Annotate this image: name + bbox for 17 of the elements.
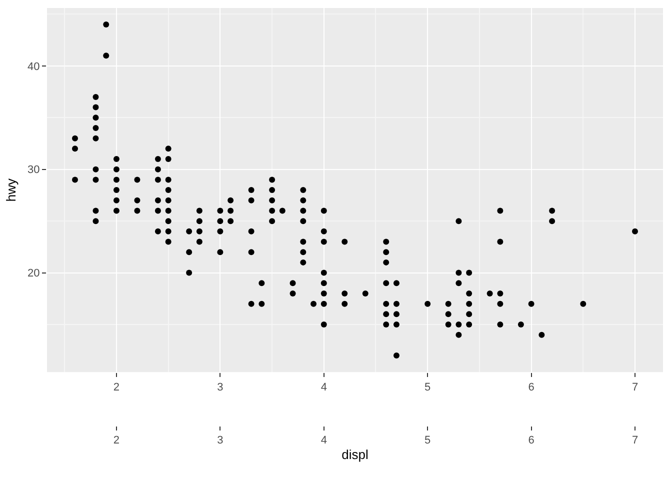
- y-tick-label: 40: [28, 60, 40, 73]
- y-tick-label: 20: [28, 268, 40, 280]
- x-tick-label: 2: [113, 381, 120, 394]
- x2-tick-label: 5: [424, 434, 431, 447]
- x2-tick-label: 3: [217, 434, 224, 447]
- x2-tick-label: 6: [528, 434, 534, 447]
- y-tick-label: 30: [28, 164, 40, 176]
- x-tick-label: 7: [632, 381, 638, 394]
- y-axis-title: hwy: [4, 178, 18, 202]
- x2-tick-label: 2: [113, 434, 120, 447]
- x2-tick-label: 4: [320, 434, 327, 447]
- x-tick-label: 4: [320, 381, 327, 394]
- x2-tick-label: 7: [632, 434, 638, 447]
- x-tick-label: 5: [424, 381, 431, 394]
- x-tick-label: 6: [528, 381, 534, 394]
- x-axis-title: displ: [342, 447, 368, 462]
- x-tick-label: 3: [217, 381, 224, 394]
